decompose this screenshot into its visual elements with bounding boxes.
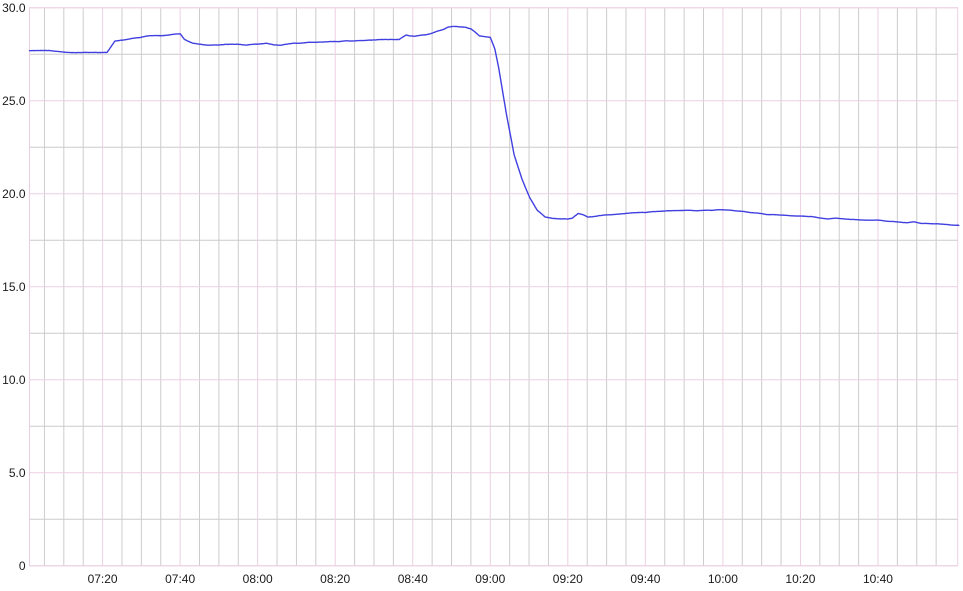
svg-text:25.0: 25.0	[2, 94, 26, 108]
svg-text:07:20: 07:20	[88, 572, 118, 586]
svg-text:10:00: 10:00	[708, 572, 738, 586]
svg-text:10:40: 10:40	[863, 572, 893, 586]
svg-text:08:20: 08:20	[320, 572, 350, 586]
svg-text:08:40: 08:40	[398, 572, 428, 586]
svg-text:20.0: 20.0	[2, 187, 26, 201]
svg-text:09:40: 09:40	[630, 572, 660, 586]
svg-text:5.0: 5.0	[9, 466, 26, 480]
svg-text:15.0: 15.0	[2, 280, 26, 294]
svg-text:30.0: 30.0	[2, 1, 26, 15]
svg-text:08:00: 08:00	[243, 572, 273, 586]
svg-text:09:00: 09:00	[475, 572, 505, 586]
svg-text:0: 0	[19, 559, 26, 573]
svg-text:10.0: 10.0	[2, 373, 26, 387]
svg-text:10:20: 10:20	[785, 572, 815, 586]
svg-text:09:20: 09:20	[553, 572, 583, 586]
svg-text:07:40: 07:40	[165, 572, 195, 586]
